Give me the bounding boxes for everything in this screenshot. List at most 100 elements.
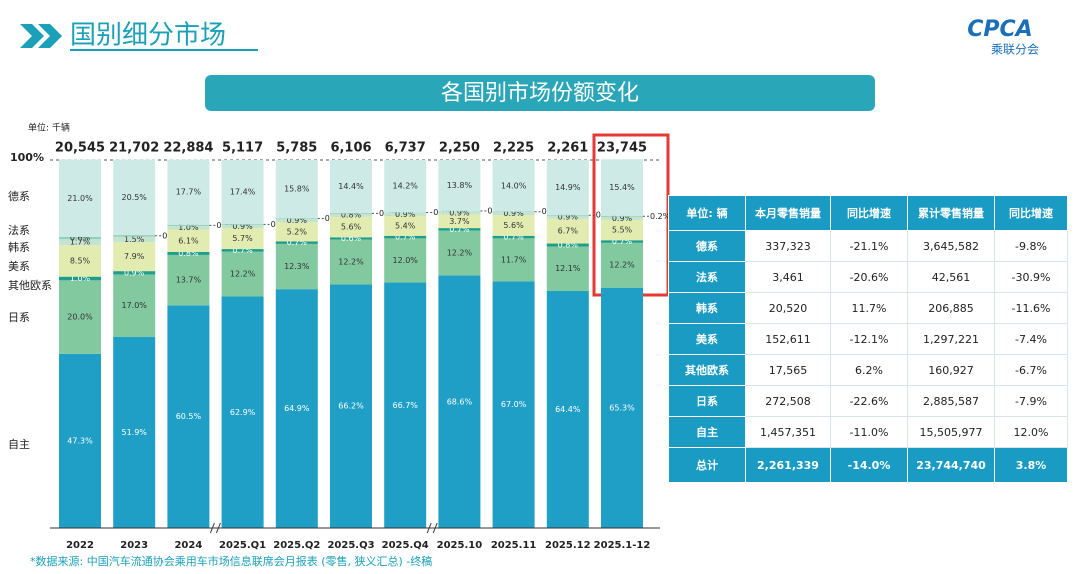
bar-segment — [384, 235, 427, 239]
bar-segment — [384, 212, 427, 216]
table-cell: 11.7% — [830, 292, 908, 324]
bar-segment — [438, 214, 481, 229]
bar-segment — [275, 243, 318, 290]
bar-segment — [167, 159, 210, 225]
x-tick-label: 2025.12 — [545, 540, 591, 551]
table-cell: 42,561 — [907, 261, 995, 293]
table-cell: 20,520 — [745, 292, 831, 324]
bar-segment — [167, 225, 210, 230]
value-label: 65.3% — [609, 403, 635, 412]
value-label: 6.1% — [178, 236, 199, 245]
total-label: 6,106 — [330, 141, 371, 156]
value-label: 0.9% — [612, 214, 633, 223]
value-label: 15.4% — [609, 183, 635, 192]
table-cell: 总计 — [668, 447, 746, 483]
x-tick-label: 2023 — [120, 540, 148, 551]
table-cell: -22.6% — [830, 385, 908, 417]
value-label: 12.3% — [284, 262, 310, 271]
table-row: 法系 3,461 -20.6% 42,561 -30.9% — [668, 261, 1068, 293]
bar-segment — [59, 276, 101, 281]
subtitle: 各国别市场份额变化 — [441, 81, 639, 106]
table-cell: 1,297,221 — [907, 323, 995, 355]
value-label: 64.9% — [284, 404, 310, 413]
bar-segment — [167, 229, 210, 252]
value-label: 1.0% — [178, 223, 199, 232]
bar-segment — [330, 160, 372, 213]
value-label: 12.1% — [555, 264, 581, 273]
table-cell: 3.8% — [994, 447, 1068, 483]
bar-segment — [221, 224, 264, 229]
bar-segment — [601, 240, 643, 243]
bar-segment — [221, 224, 264, 225]
value-label: 5.2% — [287, 227, 308, 236]
table-cell: -20.6% — [830, 261, 908, 293]
table-cell: -14.0% — [830, 447, 908, 483]
value-label: 12.2% — [230, 270, 256, 279]
table-cell: 23,744,740 — [907, 447, 995, 483]
table-row: 德系 337,323 -21.1% 3,645,582 -9.8% — [668, 230, 1068, 262]
bar-segment — [330, 239, 372, 285]
bar-segment — [384, 160, 427, 213]
table-cell: 3,461 — [745, 261, 831, 293]
table-cell: -6.7% — [994, 354, 1068, 386]
bar-segment — [221, 228, 264, 250]
series-name: 日系 — [8, 311, 30, 324]
bar-segment — [601, 287, 643, 528]
source: *数据来源: 中国汽车流通协会乘用车市场信息联席会月报表 (零售, 狭义汇总) … — [30, 554, 432, 568]
value-label: 0.8% — [178, 249, 199, 258]
bar-segment — [275, 241, 318, 244]
bar-segment — [384, 282, 427, 528]
bar-segment — [167, 224, 210, 226]
bar-segment — [167, 252, 210, 255]
total-label: 2,261 — [547, 141, 588, 156]
bar-segment — [275, 160, 318, 219]
bar-segment — [167, 305, 210, 528]
bar-segment — [438, 230, 481, 276]
value-label: 6.7% — [558, 227, 579, 236]
x-tick-label: 2025.11 — [491, 540, 537, 551]
total-label: 5,117 — [222, 141, 263, 156]
value-label: 0.9% — [558, 213, 579, 222]
bar-segment — [492, 160, 535, 212]
value-label: 20.0% — [67, 313, 93, 322]
value-label: 1.5% — [124, 235, 145, 244]
bar-segment — [113, 337, 156, 528]
value-label: 5.6% — [503, 221, 524, 230]
data-table: 单位: 辆本月零售销量 同比增速 累计零售销量 同比增速 德系 337,323 -21.1%… — [668, 195, 1068, 483]
value-label: 13.7% — [176, 276, 202, 285]
table-cell: 单位: 辆 — [668, 195, 746, 231]
bar-segment — [113, 159, 156, 236]
y-tick-label: 100% — [10, 151, 44, 164]
table-cell: 12.0% — [994, 416, 1068, 448]
value-label: 0.8% — [341, 211, 362, 220]
bar-segment — [601, 159, 643, 216]
logo: CPCA — [967, 17, 1032, 42]
bar-segment — [438, 275, 481, 528]
table-cell: 本月零售销量 — [745, 195, 831, 231]
value-label: 12.2% — [447, 249, 473, 258]
value-label: 1.7% — [70, 238, 91, 247]
total-label: 23,745 — [597, 141, 647, 156]
bar-segment — [492, 215, 535, 236]
table-cell: -12.1% — [830, 323, 908, 355]
bar-segment — [59, 239, 101, 246]
bar-segment — [59, 236, 101, 240]
value-label: 0.9% — [124, 268, 145, 277]
total-label: 5,785 — [276, 141, 317, 156]
table-cell: 160,927 — [907, 354, 995, 386]
value-label: 21.0% — [67, 194, 93, 203]
table-row: 单位: 辆本月零售销量 同比增速 累计零售销量 同比增速 — [668, 195, 1068, 231]
table-cell: 累计零售销量 — [907, 195, 995, 231]
bar-segment — [113, 236, 156, 243]
bar-segment — [275, 222, 318, 242]
value-label: 0.9% — [395, 210, 416, 219]
bar-segment — [59, 353, 101, 528]
bar-segment — [546, 243, 589, 247]
x-tick-label: 2025.Q4 — [382, 540, 429, 551]
table-cell: -11.0% — [830, 416, 908, 448]
value-label: 0.9% — [287, 216, 308, 225]
table-cell: -7.4% — [994, 323, 1068, 355]
table-cell: 1,457,351 — [745, 416, 831, 448]
x-tick-label: 2025.1-12 — [594, 540, 651, 551]
